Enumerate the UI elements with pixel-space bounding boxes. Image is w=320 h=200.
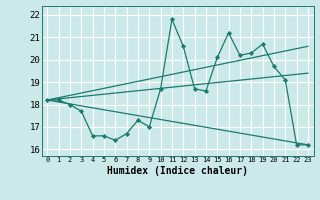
X-axis label: Humidex (Indice chaleur): Humidex (Indice chaleur) <box>107 166 248 176</box>
